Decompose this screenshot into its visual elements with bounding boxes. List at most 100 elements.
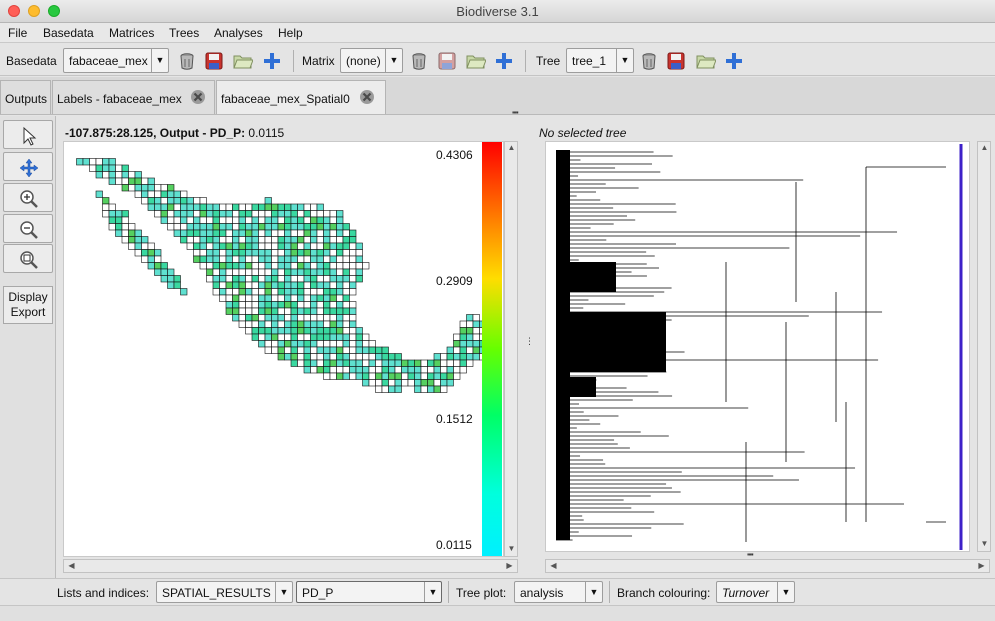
map-cell[interactable] <box>167 210 175 218</box>
map-cell[interactable] <box>310 236 318 244</box>
map-cell[interactable] <box>355 333 363 341</box>
map-cell[interactable] <box>310 275 318 283</box>
map-cell[interactable] <box>258 203 266 211</box>
map-cell[interactable] <box>232 249 240 257</box>
map-cell[interactable] <box>238 301 246 309</box>
map-cell[interactable] <box>472 314 480 322</box>
map-cell[interactable] <box>316 359 324 367</box>
map-cell[interactable] <box>316 294 324 302</box>
map-cell[interactable] <box>342 262 350 270</box>
map-cell[interactable] <box>440 353 448 361</box>
map-cell[interactable] <box>310 249 318 257</box>
map-cell[interactable] <box>316 223 324 231</box>
map-cell[interactable] <box>206 262 214 270</box>
map-cell[interactable] <box>238 249 246 257</box>
map-cell[interactable] <box>394 385 402 393</box>
map-cell[interactable] <box>407 379 415 387</box>
map-cell[interactable] <box>134 236 142 244</box>
map-cell[interactable] <box>102 210 110 218</box>
map-cell[interactable] <box>225 268 233 276</box>
map-cell[interactable] <box>245 320 253 328</box>
map-cell[interactable] <box>342 359 350 367</box>
map-cell[interactable] <box>115 229 123 237</box>
map-cell[interactable] <box>355 275 363 283</box>
map-cell[interactable] <box>258 327 266 335</box>
map-cell[interactable] <box>336 366 344 374</box>
map-cell[interactable] <box>167 216 175 224</box>
map-cell[interactable] <box>414 379 422 387</box>
map-cell[interactable] <box>336 359 344 367</box>
map-cell[interactable] <box>303 275 311 283</box>
tree-horizontal-scrollbar[interactable]: ◀ ▶ <box>545 559 990 573</box>
map-cell[interactable] <box>154 210 162 218</box>
map-cell[interactable] <box>271 275 279 283</box>
map-cell[interactable] <box>238 223 246 231</box>
map-cell[interactable] <box>277 301 285 309</box>
map-cell[interactable] <box>336 340 344 348</box>
map-cell[interactable] <box>381 372 389 380</box>
map-cell[interactable] <box>290 229 298 237</box>
map-cell[interactable] <box>108 210 116 218</box>
map-cell[interactable] <box>316 366 324 374</box>
map-cell[interactable] <box>316 242 324 250</box>
map-cell[interactable] <box>251 223 259 231</box>
map-cell[interactable] <box>284 223 292 231</box>
map-cell[interactable] <box>199 255 207 263</box>
map-cell[interactable] <box>427 366 435 374</box>
map-cell[interactable] <box>160 210 168 218</box>
map-cell[interactable] <box>154 203 162 211</box>
map-cell[interactable] <box>349 346 357 354</box>
map-cell[interactable] <box>219 275 227 283</box>
map-cell[interactable] <box>336 307 344 315</box>
map-cell[interactable] <box>193 203 201 211</box>
map-cell[interactable] <box>167 184 175 192</box>
map-cell[interactable] <box>271 327 279 335</box>
map-cell[interactable] <box>316 210 324 218</box>
map-cell[interactable] <box>420 385 428 393</box>
pan-tool-button[interactable] <box>3 152 53 181</box>
map-cell[interactable] <box>323 216 331 224</box>
map-cell[interactable] <box>115 171 123 179</box>
map-cell[interactable] <box>323 242 331 250</box>
map-cell[interactable] <box>128 171 136 179</box>
map-cell[interactable] <box>453 353 461 361</box>
map-cell[interactable] <box>355 242 363 250</box>
map-cell[interactable] <box>342 281 350 289</box>
map-cell[interactable] <box>316 216 324 224</box>
map-cell[interactable] <box>297 314 305 322</box>
map-cell[interactable] <box>342 229 350 237</box>
map-cell[interactable] <box>323 366 331 374</box>
map-cell[interactable] <box>95 164 103 172</box>
map-cell[interactable] <box>440 372 448 380</box>
map-cell[interactable] <box>394 353 402 361</box>
map-cell[interactable] <box>245 314 253 322</box>
map-cell[interactable] <box>297 346 305 354</box>
map-cell[interactable] <box>173 190 181 198</box>
map-cell[interactable] <box>232 242 240 250</box>
map-cell[interactable] <box>154 249 162 257</box>
matrix-select[interactable]: (none) ▼ <box>340 48 403 73</box>
pane-splitter-handle[interactable]: ⋮ <box>525 336 534 346</box>
map-cell[interactable] <box>342 327 350 335</box>
map-cell[interactable] <box>212 288 220 296</box>
map-cell[interactable] <box>284 249 292 257</box>
map-cell[interactable] <box>329 314 337 322</box>
map-cell[interactable] <box>290 255 298 263</box>
map-cell[interactable] <box>199 203 207 211</box>
map-cell[interactable] <box>303 229 311 237</box>
map-cell[interactable] <box>141 236 149 244</box>
top-splitter-handle[interactable]: '''''''' <box>512 110 519 120</box>
map-cell[interactable] <box>368 379 376 387</box>
map-cell[interactable] <box>362 359 370 367</box>
map-cell[interactable] <box>316 333 324 341</box>
map-cell[interactable] <box>121 229 129 237</box>
map-cell[interactable] <box>290 262 298 270</box>
map-cell[interactable] <box>115 216 123 224</box>
map-cell[interactable] <box>251 262 259 270</box>
map-cell[interactable] <box>134 242 142 250</box>
map-cell[interactable] <box>173 281 181 289</box>
map-cell[interactable] <box>206 236 214 244</box>
map-cell[interactable] <box>271 229 279 237</box>
map-cell[interactable] <box>284 301 292 309</box>
scroll-down-icon[interactable]: ▼ <box>980 539 989 548</box>
